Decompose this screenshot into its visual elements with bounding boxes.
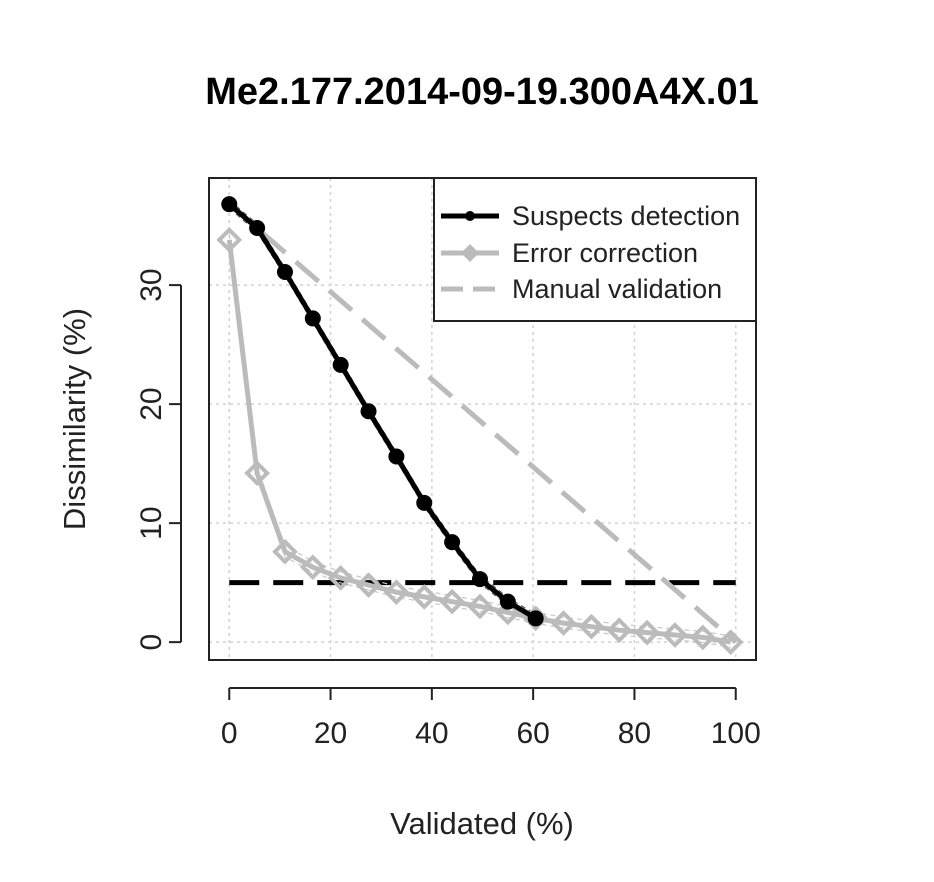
legend-label: Error correction bbox=[512, 238, 698, 268]
y-tick-label: 20 bbox=[135, 387, 168, 420]
error-correction-point bbox=[689, 624, 716, 651]
legend-box bbox=[433, 177, 757, 322]
error-correction-point bbox=[662, 622, 688, 648]
suspects-detection-point bbox=[416, 494, 433, 511]
error-correction-point bbox=[550, 610, 577, 636]
suspects-detection-point bbox=[304, 310, 321, 327]
y-tick-label: 10 bbox=[135, 506, 168, 539]
error-correction-point bbox=[383, 579, 410, 605]
x-tick-label: 40 bbox=[415, 717, 448, 750]
x-tick-label: 80 bbox=[618, 717, 651, 750]
legend-label: Manual validation bbox=[512, 274, 722, 304]
manual-validation-line bbox=[227, 202, 738, 645]
suspects-detection-point bbox=[499, 593, 516, 610]
error-correction-point bbox=[300, 554, 326, 580]
suspects-detection-point bbox=[471, 571, 488, 588]
error-correction-replicate bbox=[228, 244, 731, 648]
error-correction-point bbox=[439, 588, 465, 615]
suspects-detection-point bbox=[360, 403, 377, 420]
plot-series bbox=[216, 196, 744, 655]
suspects-detection-point bbox=[249, 219, 266, 236]
error-correction-point bbox=[327, 565, 354, 591]
error-correction-point bbox=[244, 460, 270, 486]
legend: Suspects detection Error correction Manual… bbox=[433, 177, 757, 322]
suspects-detection-point bbox=[527, 610, 544, 627]
suspects-detection-point bbox=[388, 448, 405, 465]
chart-title: Me2.177.2014-09-19.300A4X.01 bbox=[205, 71, 759, 113]
y-tick-label: 0 bbox=[135, 634, 168, 651]
error-correction-replicate bbox=[228, 233, 731, 637]
suspects-detection-point bbox=[332, 356, 349, 373]
y-axis-label: Dissimilarity (%) bbox=[57, 308, 92, 530]
axes: 0 20 40 60 80 100 0 10 20 30 bbox=[135, 268, 761, 750]
x-tick-label: 20 bbox=[314, 717, 347, 750]
error-correction-point bbox=[411, 584, 438, 610]
error-correction-line bbox=[226, 239, 732, 645]
suspects-detection-point bbox=[276, 264, 293, 281]
x-axis-label: Validated (%) bbox=[390, 806, 574, 841]
error-correction-point bbox=[634, 619, 660, 646]
x-tick-label: 0 bbox=[221, 717, 238, 750]
suspects-detection-point bbox=[221, 196, 238, 213]
x-tick-label: 100 bbox=[711, 717, 761, 750]
error-correction-point bbox=[355, 572, 382, 598]
error-correction-point bbox=[578, 613, 605, 640]
suspects-detection-point bbox=[444, 534, 461, 551]
error-correction-point bbox=[717, 629, 744, 655]
x-tick-label: 60 bbox=[516, 717, 549, 750]
error-correction-point bbox=[606, 617, 633, 644]
y-tick-label: 30 bbox=[135, 268, 168, 301]
error-correction-point bbox=[272, 538, 298, 565]
error-correction-point bbox=[494, 599, 521, 626]
legend-marker-error-correction bbox=[461, 244, 479, 262]
error-correction-point bbox=[216, 227, 243, 253]
legend-label: Suspects detection bbox=[512, 201, 740, 231]
legend-marker-suspects-detection bbox=[465, 211, 475, 221]
error-correction-point bbox=[467, 593, 493, 620]
